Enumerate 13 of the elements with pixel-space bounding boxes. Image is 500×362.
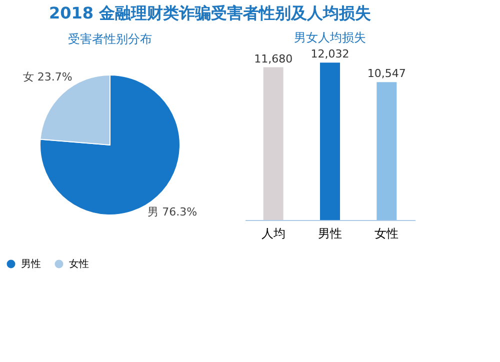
chart-subtitle: 受害者性别分布 (68, 32, 152, 46)
legend-label: 男性 (21, 258, 41, 270)
data-label: 12,032 (310, 48, 350, 61)
data-label: 女 23.7% (22, 70, 72, 84)
x-tick-label: 人均 (261, 226, 286, 240)
x-tick-label: 男性 (318, 226, 342, 240)
legend-label: 女性 (69, 258, 89, 270)
data-label: 11,680 (254, 52, 293, 66)
data-label: 男 76.3% (148, 206, 198, 219)
x-tick-label: 女性 (374, 226, 399, 240)
data-label: 10,547 (367, 67, 406, 80)
chart-title: 男女人均损失 (294, 30, 366, 45)
chart-title: 2018 金融理财类诈骗受害者性别及人均损失 (48, 4, 372, 23)
